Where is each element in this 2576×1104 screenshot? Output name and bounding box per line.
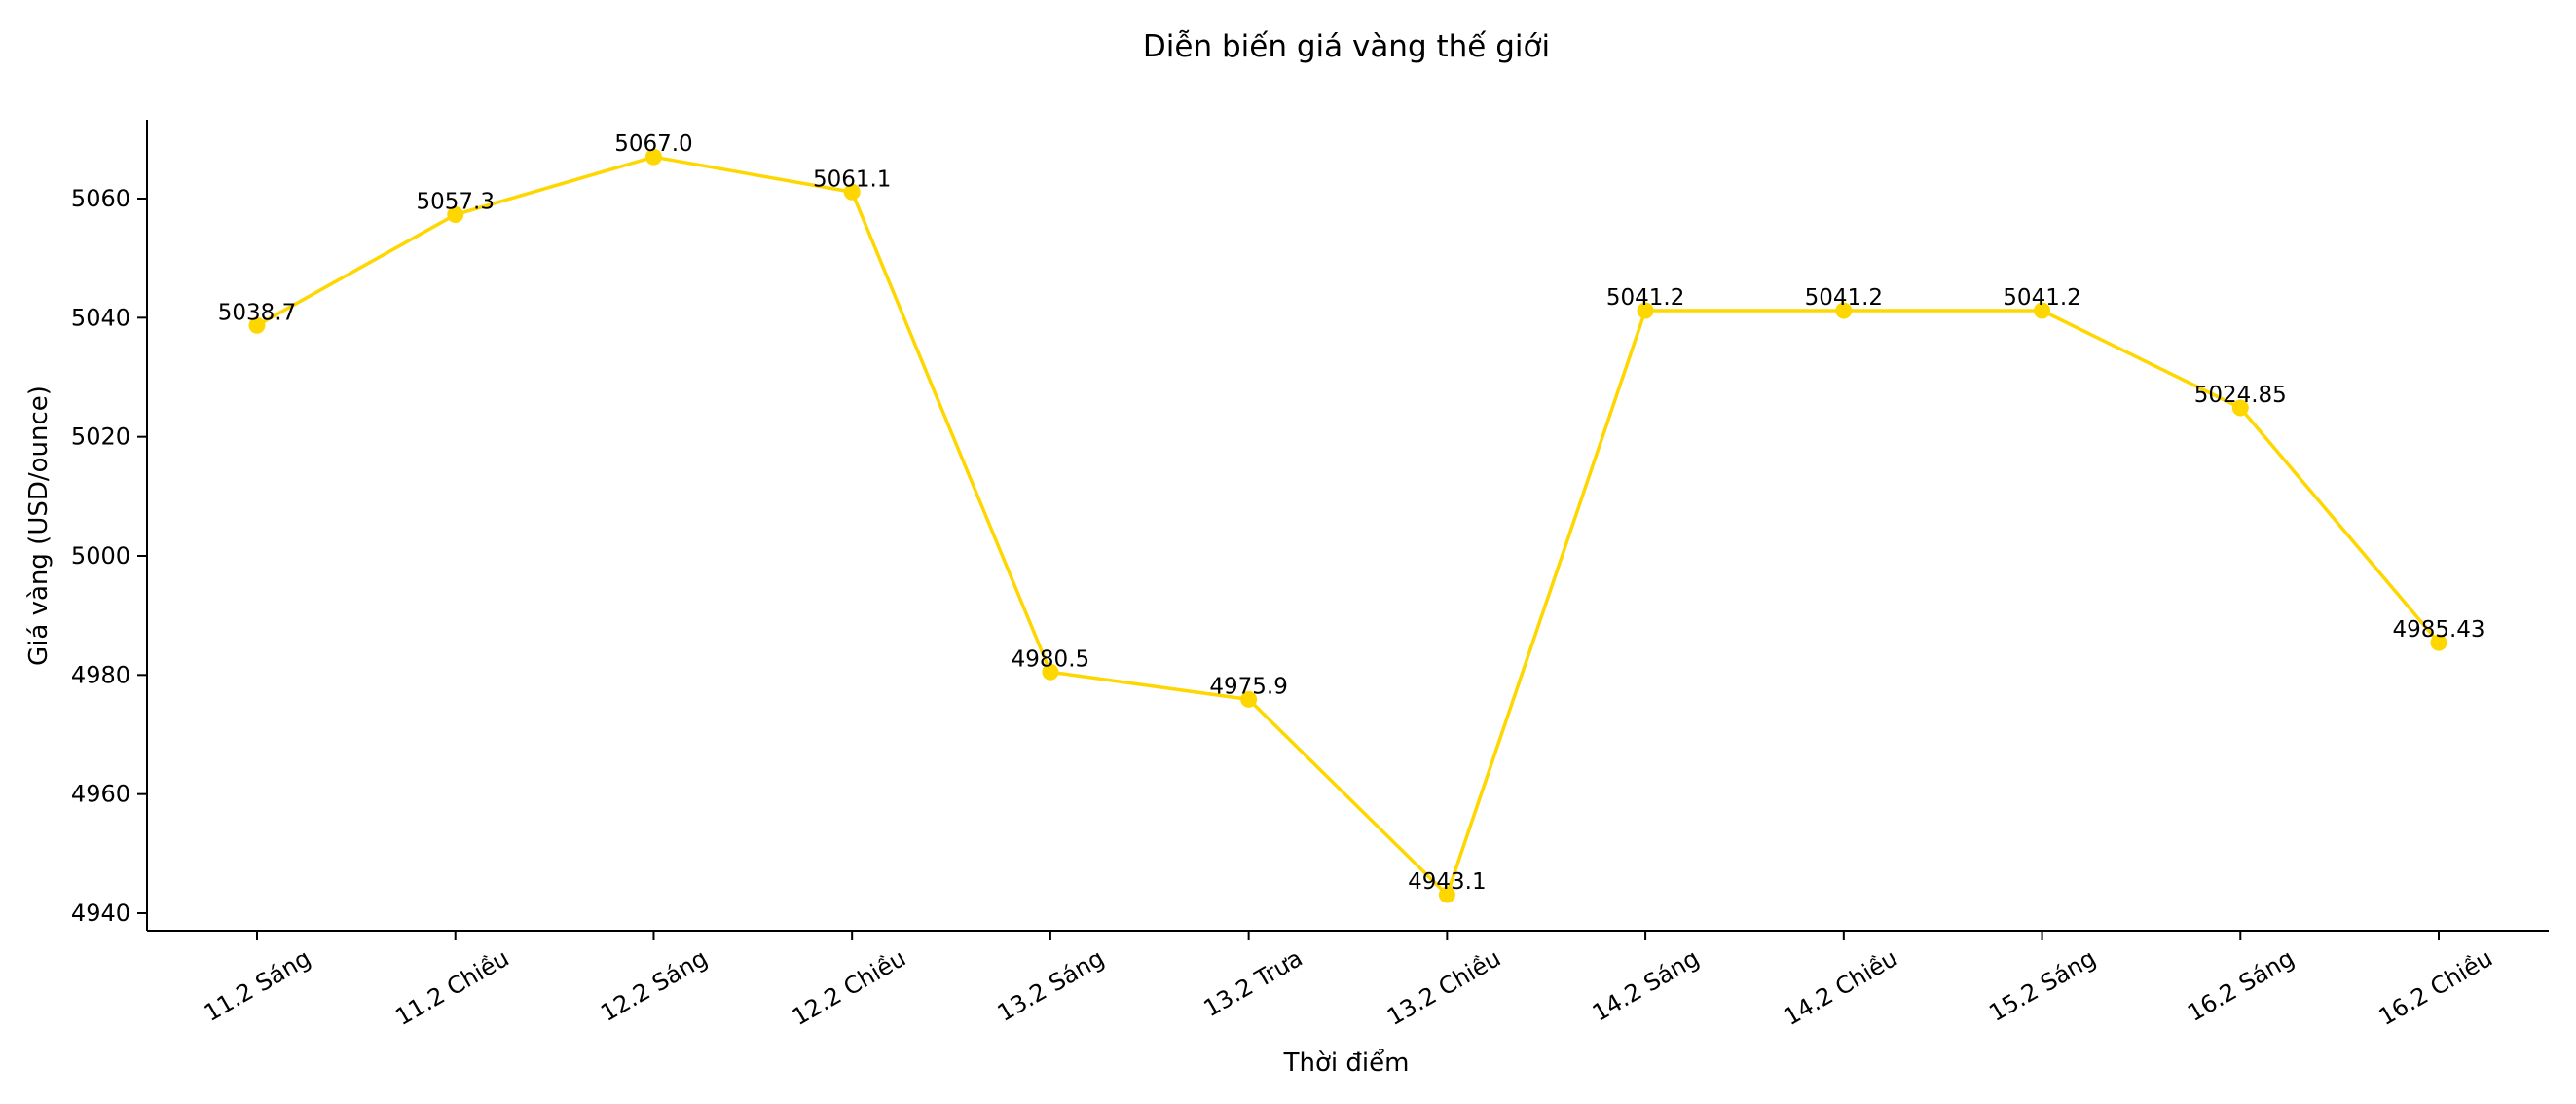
y-axis-ticks: 4940 4960 4980 5000 5020 5040 5060 (71, 185, 147, 927)
x-tick-label: 13.2 Chiều (1382, 944, 1505, 1031)
x-tick-label: 12.2 Chiều (788, 944, 910, 1031)
y-tick-label: 4980 (71, 661, 130, 688)
y-tick-label: 4940 (71, 900, 130, 927)
y-tick-label: 5040 (71, 304, 130, 331)
x-tick-label: 14.2 Chiều (1780, 944, 1902, 1031)
y-axis-label: Giá vàng (USD/ounce) (24, 386, 54, 666)
data-point (2231, 399, 2249, 417)
series-line (256, 155, 2441, 897)
data-label: 5057.3 (416, 190, 494, 215)
data-point (248, 316, 266, 334)
data-label: 4985.43 (2392, 617, 2484, 643)
x-tick-label: 14.2 Sáng (1588, 944, 1704, 1027)
data-label: 4975.9 (1209, 674, 1287, 699)
y-tick-label: 5060 (71, 185, 130, 212)
data-point (447, 206, 464, 224)
data-label: 5061.1 (813, 166, 891, 192)
x-axis-label: Thời điểm (1283, 1048, 1410, 1078)
data-point (1240, 690, 1258, 708)
data-label: 5041.2 (2003, 285, 2080, 311)
series-group (248, 148, 2447, 903)
x-axis-ticks: 11.2 Sáng 11.2 Chiều 12.2 Sáng 12.2 Chiều 13… (200, 931, 2497, 1031)
data-point (1438, 886, 1455, 903)
axes (146, 120, 2549, 932)
x-tick-label: 15.2 Sáng (1984, 944, 2100, 1027)
data-label: 5038.7 (218, 300, 296, 325)
chart-title: Diễn biến giá vàng thế giới (1143, 29, 1550, 64)
x-tick-label: 13.2 Sáng (993, 944, 1109, 1027)
y-tick-label: 4960 (71, 781, 130, 808)
x-tick-label: 11.2 Chiều (390, 944, 513, 1031)
y-tick-label: 5020 (71, 423, 130, 451)
data-label: 5041.2 (1805, 285, 1883, 311)
x-tick-label: 16.2 Sáng (2183, 944, 2299, 1027)
x-tick-label: 11.2 Sáng (200, 944, 315, 1027)
data-point (2430, 634, 2447, 651)
data-label: 5024.85 (2194, 383, 2287, 408)
x-tick-label: 13.2 Trưa (1199, 944, 1307, 1022)
x-tick-label: 16.2 Chiều (2374, 944, 2497, 1031)
data-point (1042, 663, 1059, 681)
data-label: 4980.5 (1012, 646, 1089, 672)
data-label: 4943.1 (1408, 869, 1486, 895)
data-point (1835, 302, 1853, 319)
data-label: 5067.0 (614, 131, 692, 157)
data-point (843, 183, 861, 201)
data-point (2034, 302, 2051, 319)
x-tick-label: 12.2 Sáng (596, 944, 712, 1027)
data-point (644, 148, 662, 166)
y-tick-label: 5000 (71, 542, 130, 570)
data-labels: 5038.7 5057.3 5067.0 5061.1 4980.5 4975.9 4943… (218, 131, 2485, 895)
data-label: 5041.2 (1606, 285, 1684, 311)
data-point (1637, 302, 1654, 319)
